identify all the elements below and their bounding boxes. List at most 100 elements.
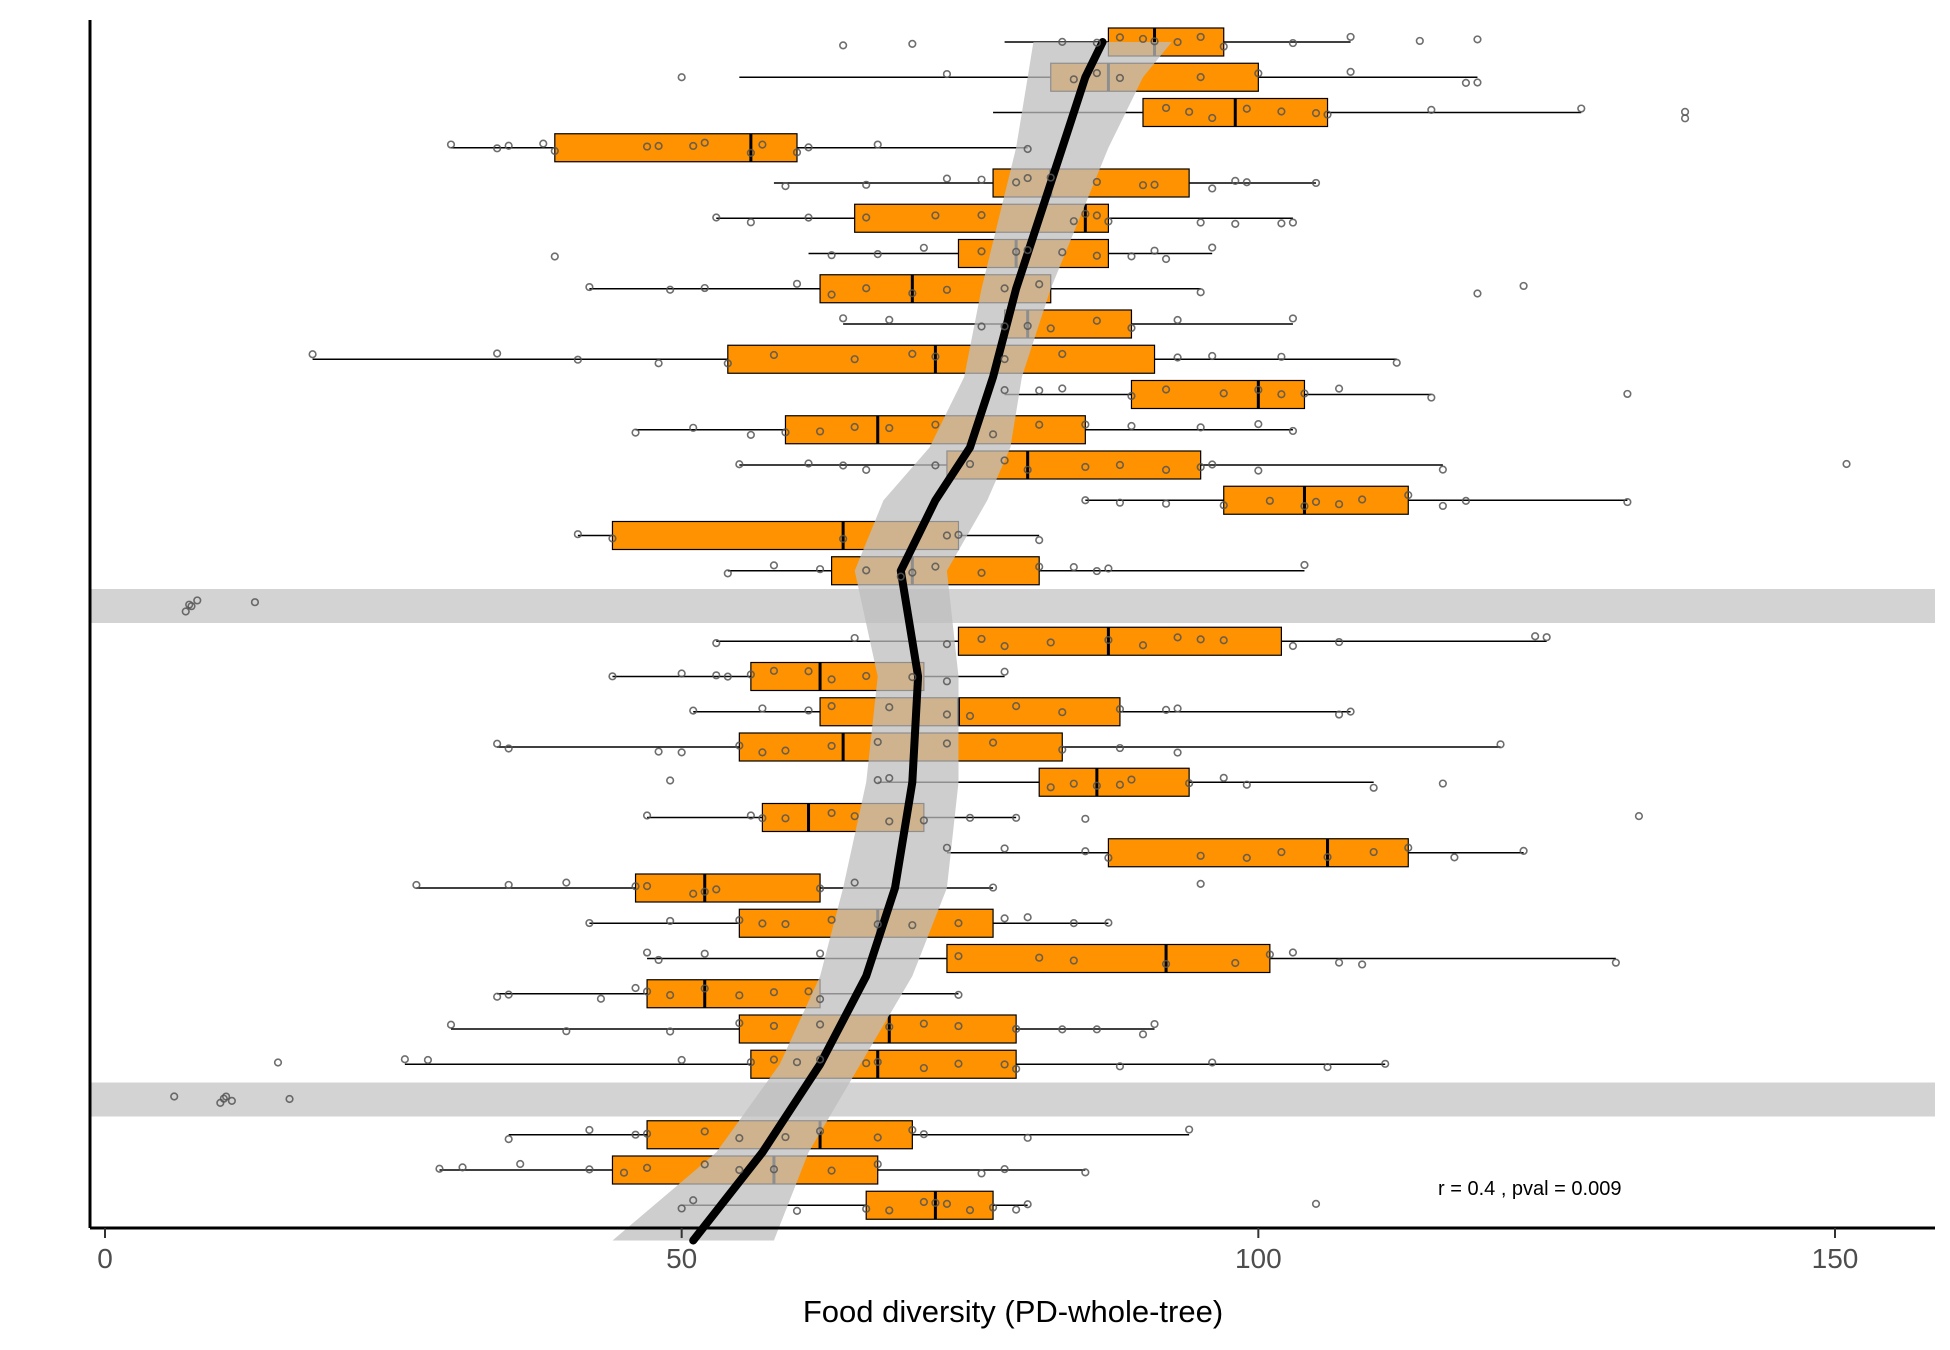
data-point: [585, 918, 594, 928]
data-point: [850, 812, 859, 821]
data-point: [1092, 566, 1101, 576]
data-point: [1092, 38, 1101, 47]
data-point: [735, 741, 744, 750]
data-point: [1173, 37, 1182, 47]
data-point: [862, 180, 871, 189]
data-point: [642, 1163, 652, 1172]
data-point: [642, 1129, 652, 1138]
data-point: [1092, 177, 1101, 187]
data-point: [746, 148, 755, 157]
x-tick-label: 50: [666, 1243, 697, 1274]
data-point: [1069, 563, 1078, 572]
data-point: [815, 427, 825, 436]
data-point: [873, 776, 882, 785]
box: [634, 873, 821, 903]
data-point: [1081, 462, 1090, 472]
data-point: [735, 1165, 744, 1175]
data-point: [1346, 32, 1355, 42]
data-point: [712, 671, 721, 680]
data-point: [827, 702, 836, 711]
data-point: [285, 1094, 294, 1104]
data-point: [1115, 743, 1125, 753]
data-point: [735, 1019, 744, 1028]
data-point: [689, 1196, 698, 1205]
data-point: [1196, 32, 1205, 42]
data-point: [1219, 501, 1228, 510]
x-tick-label: 0: [97, 1243, 113, 1274]
data-point: [804, 667, 813, 676]
data-point: [758, 704, 767, 713]
data-point: [1000, 844, 1009, 853]
data-point: [1311, 178, 1321, 188]
data-point: [185, 600, 194, 609]
data-point: [1000, 667, 1009, 676]
data-point: [1115, 498, 1125, 507]
data-point: [931, 420, 940, 429]
data-point: [1092, 316, 1101, 325]
data-point: [193, 596, 202, 605]
data-point: [1219, 389, 1228, 398]
data-point: [1000, 322, 1009, 331]
data-point: [608, 534, 617, 543]
data-point: [827, 808, 836, 818]
data-point: [1369, 847, 1378, 857]
data-point: [435, 1164, 444, 1173]
data-point: [942, 739, 952, 748]
data-point: [839, 314, 848, 323]
data-point: [1000, 1165, 1009, 1174]
data-point: [862, 1204, 871, 1213]
data-point: [1000, 642, 1009, 651]
data-point: [1161, 959, 1171, 969]
data-point: [1058, 349, 1067, 359]
data-point: [885, 423, 894, 433]
data-point: [1358, 495, 1367, 504]
data-point: [1023, 1133, 1032, 1142]
data-point: [769, 561, 779, 570]
data-point: [1300, 389, 1309, 398]
data-point: [1680, 107, 1690, 116]
data-point: [1265, 950, 1274, 959]
data-point: [746, 218, 755, 227]
data-point: [723, 359, 732, 368]
data-point: [1219, 773, 1228, 782]
data-point: [1623, 497, 1632, 507]
data-point: [804, 459, 813, 468]
data-point: [504, 1135, 513, 1144]
data-point: [1473, 35, 1482, 44]
highlight-band: [90, 589, 1935, 623]
data-point: [585, 1125, 594, 1135]
data-point: [735, 991, 744, 1000]
data-point: [1046, 783, 1055, 792]
data-point: [977, 568, 986, 577]
data-point: [1104, 853, 1113, 862]
data-point: [1092, 251, 1101, 260]
data-point: [1012, 1064, 1021, 1074]
data-point: [885, 703, 894, 712]
data-point: [1161, 385, 1171, 394]
data-point: [1208, 243, 1217, 252]
data-point: [965, 813, 975, 822]
data-point: [1277, 390, 1286, 399]
data-point: [908, 39, 917, 48]
box: [865, 1190, 994, 1220]
data-point: [631, 882, 640, 891]
box: [646, 979, 821, 1009]
data-point: [1611, 958, 1620, 967]
data-point: [1461, 496, 1471, 506]
data-point: [1138, 181, 1148, 190]
data-points: [170, 32, 1851, 1215]
data-point: [1334, 710, 1344, 719]
data-point: [1623, 389, 1632, 399]
data-point: [1208, 351, 1217, 361]
data-point: [873, 737, 882, 747]
confidence-band: [612, 42, 1172, 1241]
correlation-annotation: r = 0.4 , pval = 0.009: [1438, 1178, 1621, 1200]
data-point: [804, 987, 813, 996]
data-point: [1012, 1024, 1021, 1034]
data-point: [827, 1166, 836, 1175]
data-point: [1069, 75, 1078, 84]
data-point: [1127, 421, 1136, 431]
data-point: [954, 530, 963, 539]
data-point: [723, 569, 732, 578]
data-point: [712, 885, 721, 894]
